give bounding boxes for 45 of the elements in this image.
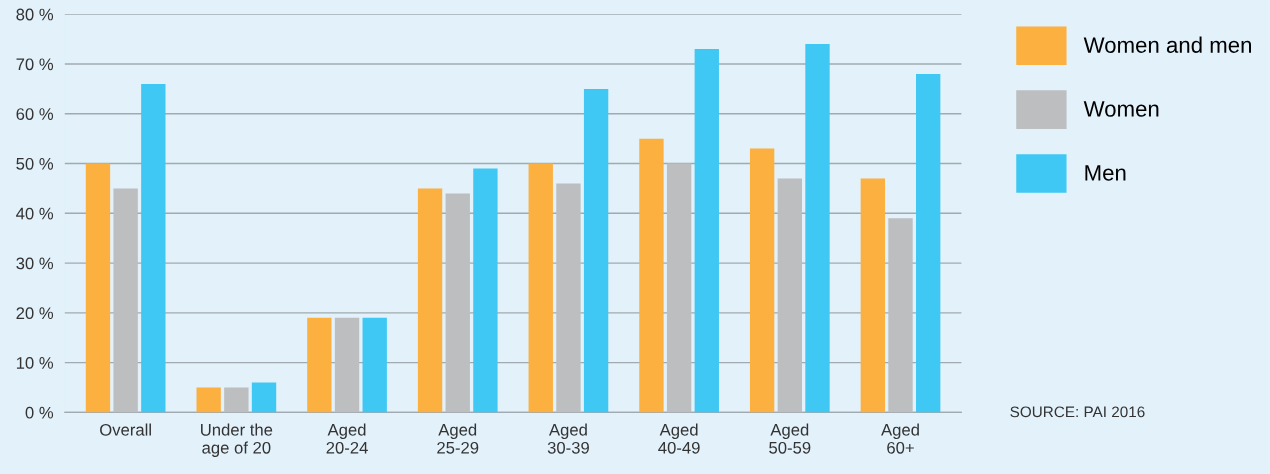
bar [888,218,913,413]
bar [639,138,664,413]
bar [85,163,111,413]
legend-label: Men [1085,165,1126,181]
x-tick-label: Aged 30-39 [547,423,589,454]
x-tick-label: Overall [100,423,151,436]
bar [473,168,498,413]
bar [749,148,775,413]
y-tick-label: 40 % [16,207,54,220]
y-tick-label: 10 % [16,357,54,369]
x-tick-label: Under the age of 20 [201,423,273,457]
bar [666,163,692,413]
x-tick-label: Aged 40-49 [658,423,700,454]
y-tick-label: 30 % [16,257,54,270]
bar [528,163,553,413]
x-tick-label: Aged 20-24 [326,423,368,454]
bar [141,83,166,413]
bar [362,317,387,413]
bar [113,188,138,413]
bar [334,317,360,413]
bar [860,178,886,413]
x-tick-label: Aged 25-29 [437,423,479,454]
y-tick-label: 0 % [25,406,54,419]
y-tick-label: 60 % [16,108,54,120]
bar [777,178,802,413]
bar [805,44,830,413]
bar [224,387,249,413]
x-tick-label: Aged 60+ [881,423,919,454]
bar [417,188,443,413]
bar [694,49,719,413]
y-tick-label: 20 % [16,307,54,320]
bar [556,183,581,413]
bar [307,317,332,413]
bar [916,73,941,413]
legend-label: Women and men [1083,36,1251,53]
y-tick-label: 70 % [16,58,54,71]
y-tick-label: 80 % [16,8,54,21]
y-tick-label: 50 % [16,157,54,170]
x-tick-label: Aged 50-59 [769,423,811,454]
source-note: SOURCE: PAI 2016 [1010,406,1145,418]
bar [445,193,470,413]
bar [196,387,221,413]
legend-label: Women [1083,101,1159,117]
bar [251,382,277,413]
bar [583,88,609,413]
